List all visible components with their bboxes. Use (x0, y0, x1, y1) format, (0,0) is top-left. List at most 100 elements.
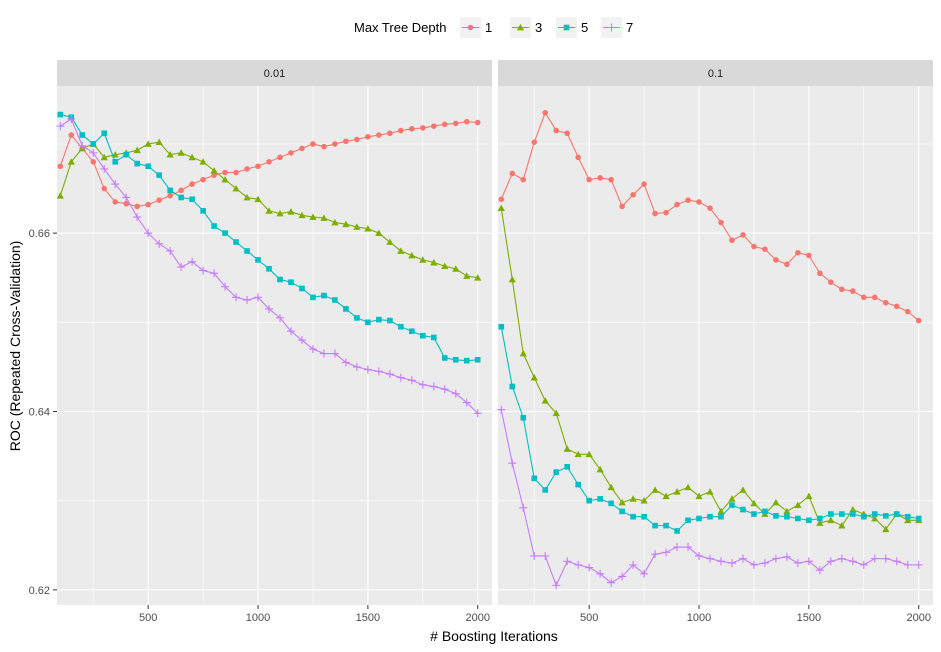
data-point (530, 551, 539, 560)
data-point (871, 511, 878, 517)
data-point (696, 199, 702, 205)
y-tick-label: 0.64 (29, 406, 50, 418)
data-point (232, 184, 240, 192)
data-point (451, 389, 460, 398)
data-point (111, 180, 120, 189)
data-point (310, 141, 316, 147)
data-point (773, 513, 779, 519)
data-point (837, 554, 846, 563)
data-point (839, 511, 845, 517)
data-point (430, 123, 437, 129)
data-point (288, 279, 294, 285)
data-point (508, 459, 517, 468)
data-point (408, 251, 416, 259)
data-point (630, 191, 636, 198)
data-point (221, 176, 229, 183)
data-point (374, 367, 383, 376)
data-point (640, 569, 649, 578)
x-tick-label: 1500 (797, 612, 821, 624)
data-point (882, 525, 890, 533)
data-point (684, 483, 692, 491)
data-point (441, 355, 448, 361)
data-point (56, 192, 64, 199)
data-point (618, 572, 627, 581)
data-point (860, 294, 867, 301)
data-point (331, 218, 339, 226)
data-point (145, 163, 151, 170)
y-axis-title: ROC (Repeated Cross-Validation) (7, 241, 23, 452)
data-point (178, 194, 184, 201)
data-point (850, 288, 856, 294)
x-tick-label: 1000 (246, 612, 270, 624)
data-point (782, 552, 791, 561)
data-point (751, 243, 757, 250)
data-point (387, 317, 393, 324)
data-point (696, 515, 702, 522)
data-point (112, 199, 119, 205)
data-point (641, 513, 647, 520)
x-tick-label: 1500 (356, 612, 380, 624)
data-point (706, 488, 714, 495)
data-point (222, 169, 228, 176)
data-point (299, 145, 305, 152)
data-point (277, 154, 283, 161)
data-point (618, 498, 626, 506)
data-point (509, 170, 516, 177)
data-point (353, 223, 361, 230)
data-point (275, 313, 284, 322)
data-point (321, 292, 327, 299)
data-point (685, 517, 691, 524)
data-point (341, 358, 350, 367)
data-point (497, 204, 505, 212)
data-point (398, 127, 404, 134)
data-point (608, 500, 614, 507)
data-point (574, 450, 582, 458)
data-point (706, 554, 715, 563)
data-point (409, 126, 415, 132)
data-point (805, 492, 813, 500)
data-point (915, 515, 922, 522)
data-point (575, 154, 581, 161)
data-point (387, 130, 393, 137)
data-point (717, 507, 725, 515)
data-point (531, 475, 538, 482)
data-point (727, 559, 736, 568)
data-point (297, 336, 306, 345)
data-point (354, 315, 360, 321)
data-point (112, 158, 119, 165)
data-point (630, 513, 636, 520)
panel-background (498, 86, 933, 605)
data-point (145, 201, 151, 208)
data-point (122, 193, 131, 202)
facet-strip: 0.1 (498, 60, 933, 86)
data-point (320, 214, 328, 221)
data-point (850, 511, 856, 517)
data-point (243, 296, 252, 305)
data-point (673, 543, 682, 552)
legend-key-marker (607, 23, 616, 32)
data-point (728, 495, 736, 502)
data-point (266, 266, 272, 272)
data-point (749, 560, 758, 569)
data-point (276, 209, 284, 217)
data-point (707, 205, 713, 211)
data-point (407, 376, 416, 385)
data-point (817, 270, 823, 277)
data-point (255, 163, 261, 170)
data-point (100, 164, 109, 173)
data-point (826, 557, 835, 566)
data-point (309, 213, 317, 220)
data-point (123, 200, 130, 207)
data-point (177, 149, 185, 156)
data-point (838, 522, 846, 529)
data-point (365, 134, 371, 140)
data-point (200, 208, 206, 214)
data-point (167, 192, 173, 199)
data-point (882, 513, 889, 519)
data-point (166, 151, 174, 158)
data-point (508, 275, 516, 283)
data-point (89, 148, 98, 157)
data-point (299, 285, 305, 292)
data-point (794, 501, 802, 509)
